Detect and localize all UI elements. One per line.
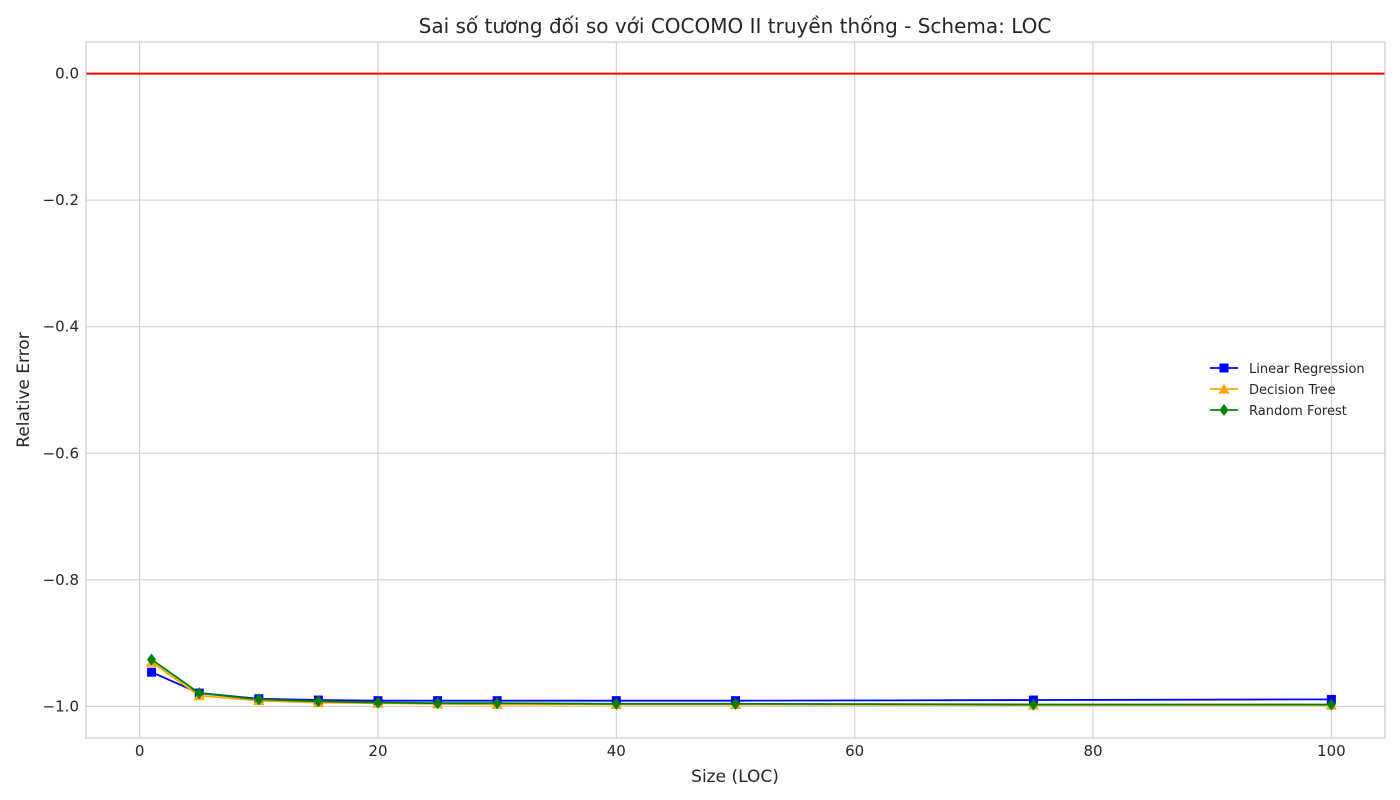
legend-marker <box>1218 383 1230 394</box>
x-tick-label: 0 <box>135 742 145 760</box>
series-random-forest <box>147 653 1336 711</box>
data-point-random-forest <box>731 697 740 710</box>
x-tick-labels: 0 20 40 60 80 100 <box>135 742 1346 760</box>
y-axis-label: Relative Error <box>14 332 34 447</box>
data-point-random-forest <box>492 697 502 710</box>
y-tick-label: −1.0 <box>43 697 79 715</box>
legend-label: Decision Tree <box>1249 383 1336 398</box>
y-tick-labels: 0.0 −0.2 −0.4 −0.6 −0.8 −1.0 <box>43 65 79 716</box>
data-point-random-forest <box>254 693 264 706</box>
x-tick-label: 40 <box>607 742 626 760</box>
legend: Linear Regression Decision Tree Random For… <box>1210 362 1365 419</box>
x-tick-label: 60 <box>845 742 864 760</box>
legend-marker <box>1219 363 1229 373</box>
legend-item-decision-tree: Decision Tree <box>1210 383 1336 398</box>
data-point-random-forest <box>147 653 157 666</box>
legend-item-linear-regression: Linear Regression <box>1210 362 1365 377</box>
y-tick-label: −0.6 <box>43 444 79 462</box>
y-tick-label: −0.2 <box>43 191 79 209</box>
legend-item-random-forest: Random Forest <box>1210 404 1347 419</box>
data-point-random-forest <box>194 687 204 700</box>
legend-label: Linear Regression <box>1249 362 1365 377</box>
y-tick-label: −0.4 <box>43 318 79 336</box>
chart-title: Sai số tương đối so với COCOMO II truyền… <box>419 14 1052 38</box>
data-point-random-forest <box>1326 698 1336 711</box>
data-point-random-forest <box>1028 698 1038 711</box>
data-point-random-forest <box>611 697 621 710</box>
series-layer <box>146 653 1337 711</box>
x-tick-label: 100 <box>1317 742 1346 760</box>
y-tick-label: 0.0 <box>55 65 79 83</box>
legend-marker <box>1219 404 1229 416</box>
data-point-random-forest <box>373 696 383 709</box>
x-tick-label: 80 <box>1083 742 1102 760</box>
y-tick-label: −0.8 <box>43 571 79 589</box>
data-point-random-forest <box>433 697 443 710</box>
data-point-linear-regression <box>147 667 157 677</box>
x-tick-label: 20 <box>368 742 387 760</box>
legend-label: Random Forest <box>1249 404 1347 419</box>
plot-frame <box>85 41 1386 739</box>
x-axis-label: Size (LOC) <box>691 767 779 787</box>
data-point-random-forest <box>313 695 323 708</box>
